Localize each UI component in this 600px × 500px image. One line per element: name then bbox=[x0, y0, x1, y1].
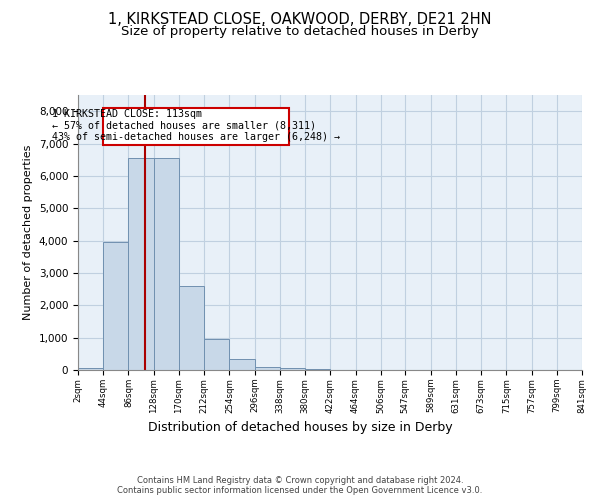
Bar bbox=[229, 358, 254, 370]
Text: Contains HM Land Registry data © Crown copyright and database right 2024.
Contai: Contains HM Land Registry data © Crown c… bbox=[118, 476, 482, 495]
Text: 1 KIRKSTEAD CLOSE: 113sqm
← 57% of detached houses are smaller (8,311)
43% of se: 1 KIRKSTEAD CLOSE: 113sqm ← 57% of detac… bbox=[52, 109, 340, 142]
Y-axis label: Number of detached properties: Number of detached properties bbox=[23, 145, 33, 320]
Text: Distribution of detached houses by size in Derby: Distribution of detached houses by size … bbox=[148, 421, 452, 434]
Bar bbox=[78, 368, 103, 370]
Bar bbox=[204, 340, 229, 370]
Text: Size of property relative to detached houses in Derby: Size of property relative to detached ho… bbox=[121, 25, 479, 38]
Bar bbox=[103, 242, 128, 370]
Text: 1, KIRKSTEAD CLOSE, OAKWOOD, DERBY, DE21 2HN: 1, KIRKSTEAD CLOSE, OAKWOOD, DERBY, DE21… bbox=[108, 12, 492, 28]
FancyBboxPatch shape bbox=[103, 108, 289, 145]
Bar bbox=[280, 368, 305, 370]
Bar bbox=[254, 367, 280, 370]
Bar bbox=[179, 286, 204, 370]
Bar bbox=[154, 158, 179, 370]
Bar bbox=[305, 368, 331, 370]
Bar bbox=[128, 158, 154, 370]
